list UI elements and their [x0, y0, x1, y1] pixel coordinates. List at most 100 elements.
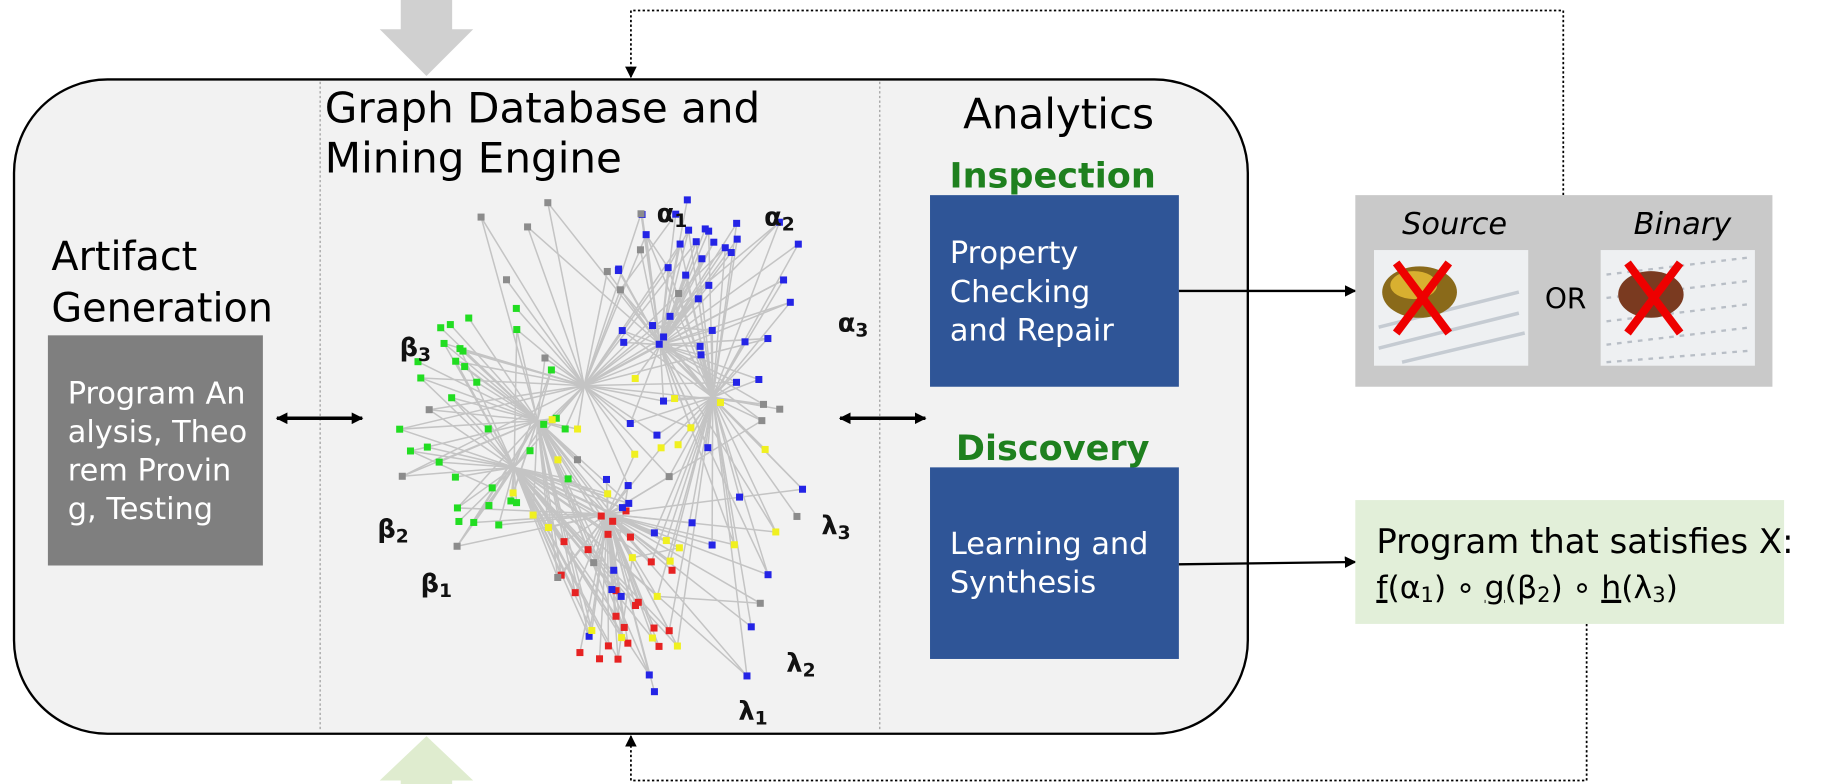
node [513, 305, 520, 312]
node [572, 589, 579, 596]
node [613, 613, 620, 620]
argument: (λ [1621, 570, 1652, 606]
node [426, 406, 433, 413]
node [656, 643, 663, 650]
node [621, 624, 628, 631]
node [447, 321, 454, 328]
node [454, 543, 461, 550]
node [776, 406, 783, 413]
node [780, 276, 787, 283]
function: g [1485, 570, 1505, 606]
node [787, 299, 794, 306]
subscript: 2 [1537, 582, 1550, 607]
node [608, 586, 615, 593]
label-symbol: α [838, 308, 856, 338]
node [527, 447, 534, 454]
diagram: Artifact Generation Program An alysis, T… [0, 0, 1832, 784]
node [762, 446, 769, 453]
node [658, 444, 665, 451]
node [495, 521, 502, 528]
node [448, 394, 455, 401]
label-subscript: 3 [838, 522, 851, 543]
node [660, 398, 667, 405]
node [510, 489, 517, 496]
node [698, 351, 705, 358]
discovery-box [930, 467, 1179, 659]
node [455, 518, 462, 525]
argument: (β [1505, 570, 1537, 606]
node [554, 456, 561, 463]
node [722, 244, 729, 251]
label-subscript: 1 [439, 581, 452, 602]
output-text: Program that satisfies X: [1376, 522, 1793, 561]
output-arrow [380, 736, 473, 784]
node [695, 295, 702, 302]
node [424, 444, 431, 451]
node [734, 236, 741, 243]
node [618, 593, 625, 600]
box-text: Property [950, 236, 1078, 271]
node [465, 315, 472, 322]
node [684, 196, 691, 203]
node [399, 473, 406, 480]
node [605, 642, 612, 649]
label-subscript: 1 [674, 210, 687, 231]
subscript: 1 [1421, 582, 1434, 607]
node [651, 625, 658, 632]
node [565, 475, 572, 482]
node [478, 214, 485, 221]
node [733, 379, 740, 386]
node [660, 333, 667, 340]
node [637, 246, 644, 253]
node [651, 529, 658, 536]
node [702, 225, 709, 232]
node [795, 241, 802, 248]
node [757, 600, 764, 607]
node [618, 634, 625, 641]
node [665, 264, 672, 271]
node [452, 474, 459, 481]
node [710, 239, 717, 246]
node [666, 627, 673, 634]
node [705, 282, 712, 289]
node [441, 340, 448, 347]
node [748, 623, 755, 630]
node [764, 335, 771, 342]
label-symbol: λ [738, 696, 754, 726]
node [704, 444, 711, 451]
node [454, 504, 461, 511]
node [663, 537, 670, 544]
label-symbol: β [377, 514, 395, 544]
node [755, 376, 762, 383]
node [674, 643, 681, 650]
node [687, 424, 694, 431]
node [619, 504, 626, 511]
label-symbol: β [400, 333, 418, 363]
node [437, 324, 444, 331]
operator: ∘ [1572, 570, 1592, 606]
node [624, 640, 631, 647]
source-image [1374, 250, 1528, 366]
node [436, 459, 443, 466]
node [698, 255, 705, 262]
node [765, 571, 772, 578]
node [549, 416, 556, 423]
node [728, 249, 735, 256]
node [772, 528, 779, 535]
node [610, 567, 617, 574]
node [485, 502, 492, 509]
node [651, 688, 658, 695]
section-title: Artifact [51, 234, 197, 280]
node [649, 322, 656, 329]
node [540, 421, 547, 428]
node [676, 544, 683, 551]
node [717, 399, 724, 406]
box-text: rem Provin [68, 454, 232, 489]
node [629, 554, 636, 561]
node [666, 473, 673, 480]
node [598, 513, 605, 520]
label-symbol: α [657, 198, 675, 228]
section-title: Mining Engine [325, 134, 622, 183]
node [667, 558, 674, 565]
node [689, 519, 696, 526]
